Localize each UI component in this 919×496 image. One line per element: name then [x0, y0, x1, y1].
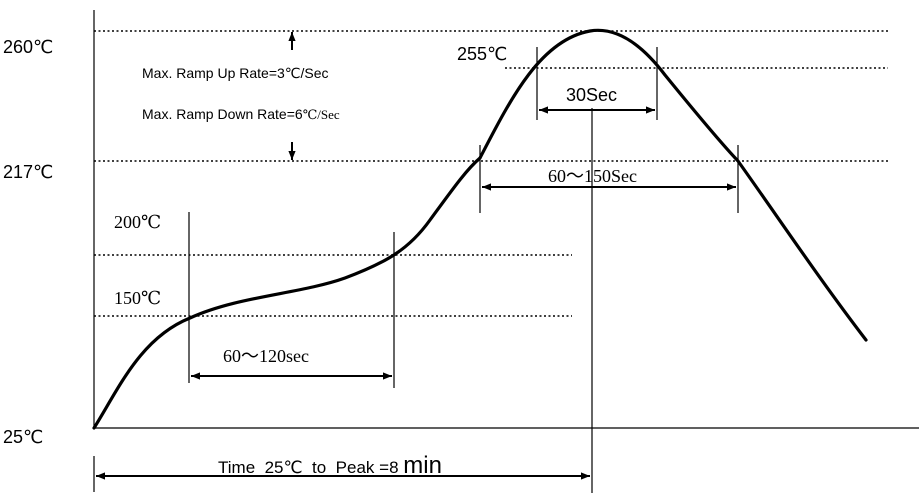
- time-to-peak-unit: min: [403, 452, 442, 479]
- label-150: 150℃: [114, 288, 161, 308]
- label-217: 217℃: [3, 162, 53, 182]
- ramp-up-note: Max. Ramp Up Rate=3℃/Sec: [142, 65, 329, 81]
- time-to-peak-label: Time 25℃ to Peak =8 min: [198, 452, 454, 479]
- time-to-peak-text: Time 25℃ to Peak =8: [218, 458, 403, 477]
- ramp-down-note-unit: ℃/Sec: [303, 107, 340, 122]
- peak-window-label: 30Sec: [566, 85, 617, 105]
- label-260: 260℃: [3, 37, 53, 57]
- label-25: 25℃: [3, 427, 43, 447]
- above-217-label: 60～150Sec: [548, 166, 637, 186]
- ramp-down-note: Max. Ramp Down Rate=6℃/Sec: [142, 106, 340, 122]
- ramp-down-note-main: Max. Ramp Down Rate=6: [142, 106, 303, 122]
- soak-label: 60～120sec: [223, 346, 309, 366]
- label-200: 200℃: [114, 212, 161, 232]
- temperature-profile-curve: [92, 28, 868, 430]
- label-255: 255℃: [457, 44, 507, 64]
